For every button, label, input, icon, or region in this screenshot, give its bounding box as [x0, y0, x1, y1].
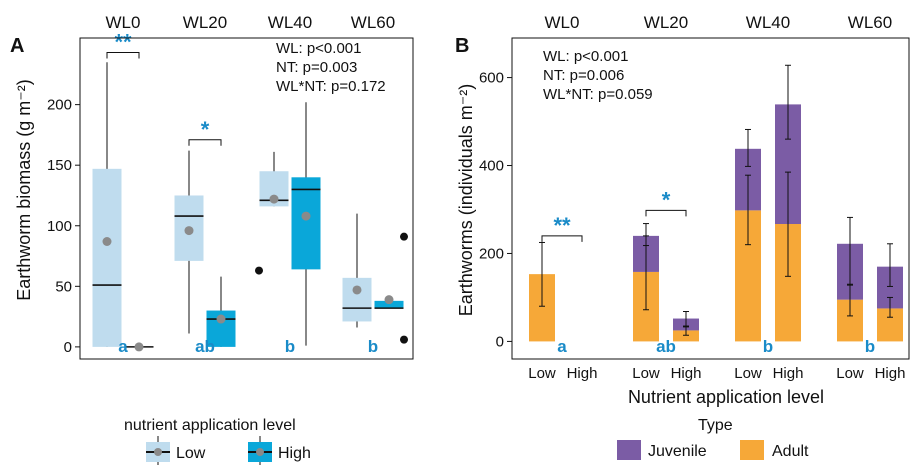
x-tick-label-wl60-low: Low [836, 365, 864, 382]
y-tick-label-b-200: 200 [479, 245, 504, 262]
panel-b-label: B [455, 35, 469, 57]
group-letter-b-wl60: b [865, 337, 875, 356]
panel-a-group-wl60: WL60 [351, 13, 395, 32]
x-tick-label-wl0-low: Low [528, 365, 556, 382]
sig-stars-wl0: ** [114, 30, 132, 55]
sig-bracket-b-wl20 [645, 209, 687, 217]
legend-swatch-adult [740, 440, 764, 460]
panel-a-group-wl0: WL0 [106, 13, 141, 32]
panel-b-stat-wlnt: WL*NT: p=0.059 [543, 86, 653, 103]
legend-label-low: Low [176, 445, 206, 462]
sig-bracket-b-wl0 [541, 235, 583, 242]
legend-swatch-juvenile [617, 440, 641, 460]
panel-b-group-wl60: WL60 [848, 13, 892, 32]
x-tick-label-wl60-high: High [875, 365, 906, 382]
legend-label-juvenile: Juvenile [648, 443, 707, 460]
panel-b-frame [511, 37, 910, 360]
x-tick-label-wl20-high: High [671, 365, 702, 382]
group-letter-wl60: b [368, 337, 378, 356]
box-wl0-low [92, 168, 122, 347]
sig-bracket-wl20 [188, 139, 222, 146]
mean-point-wl40-high [301, 211, 311, 221]
group-letter-b-wl0: a [557, 337, 567, 356]
legend-label-adult: Adult [772, 443, 809, 460]
sig-bracket-wl0 [106, 52, 140, 59]
mean-point-wl60-low [352, 285, 362, 295]
panel-a-group-wl20: WL20 [183, 13, 227, 32]
outlier-wl60-high-0 [400, 232, 408, 241]
y-tick-label-b-0: 0 [496, 333, 504, 350]
panel-a: A WL0 WL20 WL40 WL60 Earthworm biomass (… [10, 13, 414, 360]
panel-a-label: A [10, 35, 24, 57]
y-tick-label-0: 0 [64, 339, 72, 356]
panel-b-group-wl0: WL0 [545, 13, 580, 32]
sig-stars-b-wl0: ** [553, 213, 571, 238]
outlier-wl60-high-1 [400, 335, 408, 344]
sig-stars-wl20: * [201, 117, 210, 142]
panel-a-stat-nt: NT: p=0.003 [276, 59, 357, 76]
panel-a-group-wl40: WL40 [268, 13, 312, 32]
mean-point-wl60-high [384, 295, 394, 305]
panel-b-x-axis-label: Nutrient application level [628, 387, 824, 407]
panel-b-y-axis-label: Earthworms (individuals m⁻²) [456, 84, 476, 317]
panel-b-group-wl20: WL20 [644, 13, 688, 32]
group-letter-wl0: a [118, 337, 128, 356]
outlier-wl40-low-0 [255, 266, 263, 275]
x-tick-label-wl20-low: Low [632, 365, 660, 382]
panel-a-stat-wlnt: WL*NT: p=0.172 [276, 78, 386, 95]
box-wl60-high [374, 300, 404, 309]
panel-a-legend: nutrient application level Low High [124, 417, 311, 465]
box-wl40-high [291, 177, 321, 270]
panel-b-legend-title: Type [698, 417, 733, 434]
legend-swatch-low [146, 436, 170, 465]
mean-point-wl20-low [184, 226, 194, 236]
x-tick-label-wl0-high: High [567, 365, 598, 382]
y-tick-label-100: 100 [47, 218, 72, 235]
y-tick-label-150: 150 [47, 157, 72, 174]
mean-point-wl20-high [216, 314, 226, 324]
panel-b-group-wl40: WL40 [746, 13, 790, 32]
bar-adult-wl20-high [673, 330, 699, 342]
panel-a-frame [79, 37, 414, 360]
x-tick-label-wl40-low: Low [734, 365, 762, 382]
legend-swatch-high [248, 436, 272, 465]
group-letter-wl20: ab [195, 337, 215, 356]
x-tick-label-wl40-high: High [773, 365, 804, 382]
box-wl60-low [342, 277, 372, 322]
y-tick-label-b-400: 400 [479, 158, 504, 175]
panel-a-stat-wl: WL: p<0.001 [276, 40, 361, 57]
y-tick-label-b-600: 600 [479, 70, 504, 87]
y-tick-label-50: 50 [55, 278, 72, 295]
group-letter-wl40: b [285, 337, 295, 356]
legend-label-high: High [278, 445, 311, 462]
panel-a-y-axis-label: Earthworm biomass (g m⁻²) [14, 79, 34, 301]
panel-b-stat-wl: WL: p<0.001 [543, 48, 628, 65]
sig-stars-b-wl20: * [662, 187, 671, 212]
panel-b: B WL0 WL20 WL40 WL60 Earthworms (individ… [455, 13, 910, 407]
panel-a-legend-title: nutrient application level [124, 417, 296, 434]
mean-point-wl40-low [269, 194, 279, 204]
y-tick-label-200: 200 [47, 97, 72, 114]
panel-b-stat-nt: NT: p=0.006 [543, 67, 624, 84]
mean-point-wl0-low [102, 237, 112, 247]
panel-b-legend: Type Juvenile Adult [617, 417, 809, 460]
group-letter-b-wl20: ab [656, 337, 676, 356]
mean-point-wl0-high [134, 342, 144, 352]
group-letter-b-wl40: b [763, 337, 773, 356]
